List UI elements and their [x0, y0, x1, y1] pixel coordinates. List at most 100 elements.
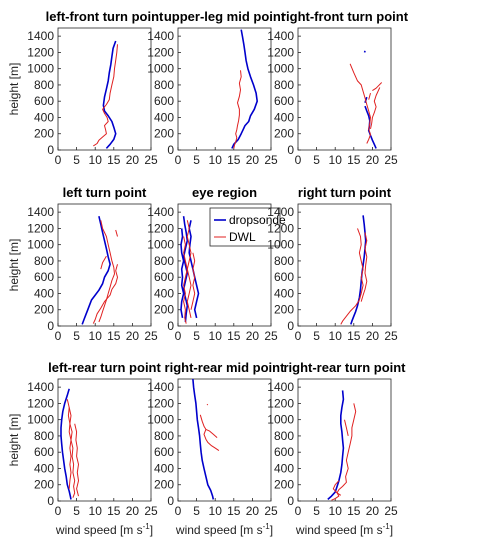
- panel-8-dropsonde-line: [192, 379, 215, 500]
- panel-6-xtick-label: 0: [295, 329, 302, 343]
- panel-8-ytick-label: 200: [154, 478, 174, 492]
- panel-3-title: right-front turn point: [281, 9, 409, 24]
- panel-7-ytick-label: 1200: [27, 396, 54, 410]
- panel-4-ytick-label: 1200: [27, 221, 54, 235]
- panel-5-ytick-label: 1400: [147, 205, 174, 219]
- panel-2-xtick-label: 0: [175, 153, 182, 167]
- panel-7-ytick-label: 1400: [27, 380, 54, 394]
- panel-8-xtick-label: 0: [175, 504, 182, 518]
- panel-6-dwl-line: [340, 228, 364, 325]
- panel-8-ytick-label: 400: [154, 461, 174, 475]
- panel-3-ytick-label: 0: [287, 143, 294, 157]
- panel-8-ytick-label: 0: [167, 494, 174, 508]
- panel-7-ytick-label: 0: [47, 494, 54, 508]
- panel-1-ytick-label: 400: [34, 110, 54, 124]
- panel-9-ytick-label: 1200: [267, 396, 294, 410]
- panel-7-ytick-label: 800: [34, 429, 54, 443]
- panel-5-xtick-label: 0: [175, 329, 182, 343]
- panel-5-ytick-label: 1200: [147, 221, 174, 235]
- panel-7-title: left-rear turn point: [48, 360, 161, 375]
- panel-1-dwl-line: [93, 44, 118, 147]
- panel-9-ytick-label: 800: [274, 429, 294, 443]
- panel-6-ytick-label: 1400: [267, 205, 294, 219]
- panel-9-xlabel-exponent: -1: [383, 522, 391, 531]
- panel-7-xtick-label: 0: [55, 504, 62, 518]
- panel-3-ytick-label: 1200: [267, 45, 294, 59]
- panel-2-ytick-label: 1200: [147, 45, 174, 59]
- panel-1-xtick-label: 20: [126, 153, 140, 167]
- panel-3-xtick-label: 5: [313, 153, 320, 167]
- panel-1-ylabel: height [m]: [7, 63, 21, 116]
- panel-8-axes-box: [177, 378, 272, 502]
- panel-8-ytick-label: 1400: [147, 380, 174, 394]
- panel-7-xtick-label: 25: [144, 504, 158, 518]
- panel-7-dropsonde-line: [60, 388, 72, 500]
- panel-7-xtick-label: 5: [73, 504, 80, 518]
- panel-9-title: right-rear turn point: [283, 360, 406, 375]
- panel-8-xtick-label: 15: [227, 504, 241, 518]
- panel-2-ytick-label: 200: [154, 127, 174, 141]
- panel-1-xtick-label: 10: [89, 153, 103, 167]
- panel-6-ytick-label: 600: [274, 270, 294, 284]
- panel-7-xlabel-text: wind speed [m s: [55, 523, 143, 537]
- panel-4-axes-box: [57, 203, 152, 327]
- panel-5-xtick-label: 20: [246, 329, 260, 343]
- panel-8-ytick-label: 800: [154, 429, 174, 443]
- panel-2-dwl-line: [233, 70, 242, 149]
- panel-3-ytick-label: 1400: [267, 29, 294, 43]
- panel-6-ytick-label: 400: [274, 286, 294, 300]
- panel-9-xtick-label: 20: [366, 504, 380, 518]
- panel-5-ytick-label: 200: [154, 303, 174, 317]
- panel-3-xtick-label: 20: [366, 153, 380, 167]
- panel-3-ytick-label: 400: [274, 110, 294, 124]
- panel-3-xtick-label: 15: [347, 153, 361, 167]
- panel-3-ytick-label: 200: [274, 127, 294, 141]
- panel-8-title: right-rear mid point: [165, 360, 286, 375]
- panel-2-xtick-label: 25: [264, 153, 278, 167]
- panel-9-xtick-label: 10: [329, 504, 343, 518]
- panel-6-ytick-label: 200: [274, 303, 294, 317]
- panel-9-ytick-label: 1400: [267, 380, 294, 394]
- panel-1-xtick-label: 15: [107, 153, 121, 167]
- panel-7-xlabel: wind speed [m s-1]: [55, 522, 153, 537]
- legend: dropsonde DWL: [209, 207, 286, 247]
- panel-9-axes-box: [297, 378, 392, 502]
- panel-8-dwl-line: [205, 428, 218, 438]
- panel-7-ytick-label: 400: [34, 461, 54, 475]
- panel-6-dwl-line: [360, 232, 368, 302]
- panel-9-ytick-label: 1000: [267, 413, 294, 427]
- panel-3-dwl-line: [349, 63, 371, 144]
- panel-2-ytick-label: 0: [167, 143, 174, 157]
- panel-6-title: right turn point: [298, 185, 392, 200]
- panel-4-dwl-line: [100, 255, 107, 270]
- panel-7-xtick-label: 15: [107, 504, 121, 518]
- panel-9-ytick-label: 0: [287, 494, 294, 508]
- panel-9-dwl-line: [332, 480, 342, 496]
- panel-3-xtick-label: 25: [384, 153, 398, 167]
- panel-4-xtick-label: 5: [73, 329, 80, 343]
- panel-5-xtick-label: 10: [209, 329, 223, 343]
- panel-9-xtick-label: 0: [295, 504, 302, 518]
- panel-2-ytick-label: 1400: [147, 29, 174, 43]
- panel-4-dwl-line: [115, 229, 118, 237]
- panel-2-ytick-label: 800: [154, 78, 174, 92]
- panel-7-dwl-line: [66, 399, 72, 489]
- panel-9-ytick-label: 600: [274, 445, 294, 459]
- panel-4-ylabel: height [m]: [7, 239, 21, 292]
- panel-9-dropsonde-line: [327, 390, 345, 500]
- panel-3-dwl-line: [372, 82, 383, 92]
- panel-6-ytick-label: 0: [287, 319, 294, 333]
- panel-8-xtick-label: 20: [246, 504, 260, 518]
- panel-5-dropsonde-line: [180, 228, 185, 319]
- panel-6-xtick-label: 5: [313, 329, 320, 343]
- panel-9-dwl-line: [331, 403, 357, 501]
- legend-label-dwl: DWL: [229, 230, 256, 244]
- panel-8-dwl-line: [199, 414, 220, 452]
- panel-7-ytick-label: 200: [34, 478, 54, 492]
- panel-5-dropsonde-line: [182, 216, 189, 322]
- panel-1-ytick-label: 1200: [27, 45, 54, 59]
